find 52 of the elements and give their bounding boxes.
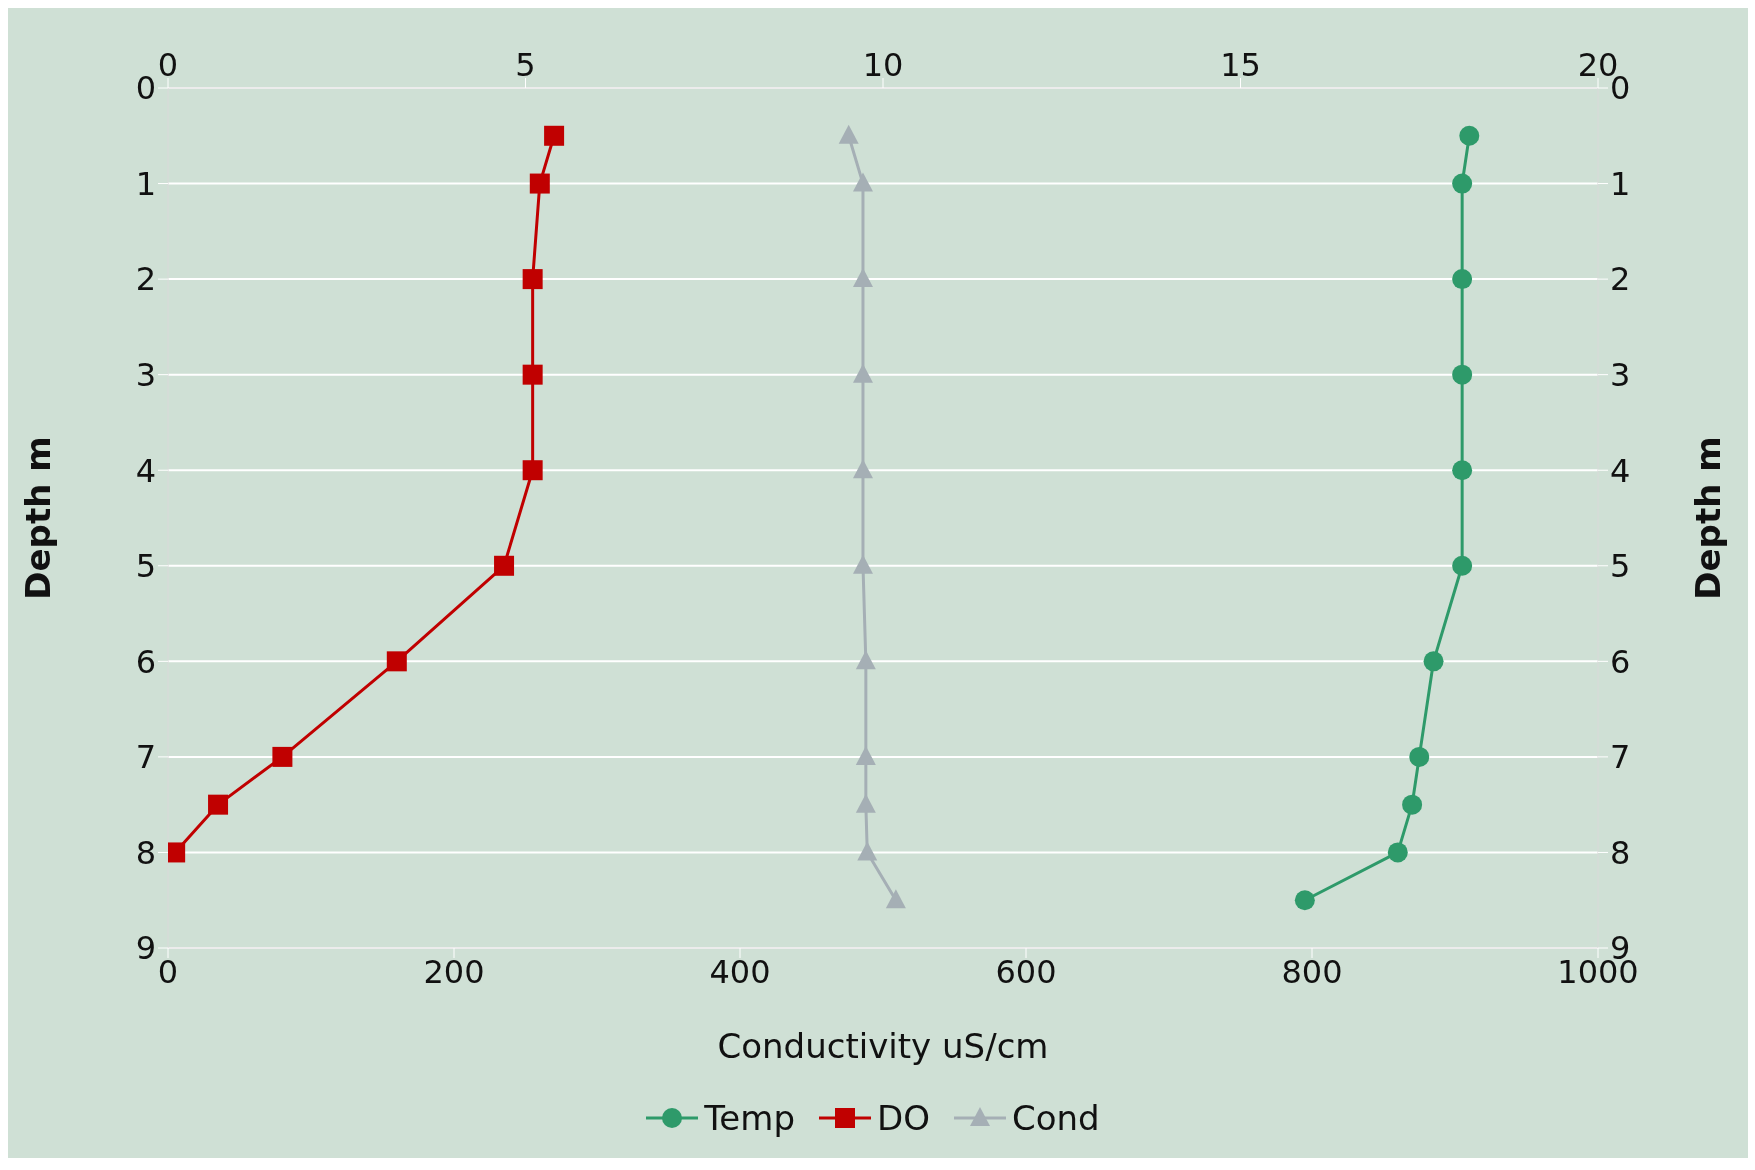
point [168, 842, 186, 863]
legend-label: Temp [704, 1098, 795, 1138]
point [386, 651, 407, 672]
y2-tick-label: 5 [1610, 547, 1631, 586]
y-tick-label: 5 [135, 547, 156, 586]
point [1387, 842, 1408, 863]
y2-tick-label: 4 [1610, 451, 1631, 490]
point [208, 794, 229, 815]
y-axis-title: Depth m [18, 436, 59, 600]
point [522, 364, 543, 385]
point [522, 460, 543, 481]
x-tick-label: 600 [995, 952, 1057, 991]
x2-tick-label: 10 [862, 46, 904, 84]
y-tick-label: 1 [135, 164, 156, 203]
y-tick-label: 2 [135, 260, 156, 299]
y2-tick-label: 7 [1610, 738, 1631, 777]
legend-label: Cond [1011, 1098, 1100, 1138]
point [1452, 460, 1473, 481]
y-tick-label: 3 [135, 356, 156, 395]
x-axis-title: Conductivity uS/cm [717, 1026, 1049, 1066]
point [1452, 555, 1473, 576]
y-tick-label: 6 [135, 642, 156, 681]
point [1402, 794, 1423, 815]
x2-tick-label: 5 [515, 46, 536, 84]
y-tick-label: 4 [135, 451, 156, 490]
x-tick-label: 400 [709, 952, 771, 991]
point [529, 173, 550, 194]
point [1409, 746, 1430, 767]
y-tick-label: 9 [135, 929, 156, 968]
point [272, 746, 293, 767]
x-tick-label: 200 [423, 952, 485, 991]
x-tick-label: 800 [1281, 952, 1343, 991]
y-tick-label: 7 [135, 738, 156, 777]
point [1423, 651, 1444, 672]
y2-axis-title: Depth m [1688, 436, 1729, 600]
point [494, 555, 515, 576]
point [1452, 364, 1473, 385]
y2-tick-label: 6 [1610, 642, 1631, 681]
point [1452, 269, 1473, 290]
point [1452, 173, 1473, 194]
y2-tick-label: 1 [1610, 164, 1631, 203]
point [544, 125, 565, 146]
point [1459, 125, 1480, 146]
y2-tick-label: 2 [1610, 260, 1631, 299]
legend-label: DO [876, 1098, 930, 1138]
y-tick-label: 0 [135, 69, 156, 108]
y-tick-label: 8 [135, 833, 156, 872]
point [522, 269, 543, 290]
point [1294, 890, 1315, 911]
y2-tick-label: 8 [1610, 833, 1631, 872]
y2-tick-label: 3 [1610, 356, 1631, 395]
x2-tick-label: 15 [1220, 46, 1261, 84]
